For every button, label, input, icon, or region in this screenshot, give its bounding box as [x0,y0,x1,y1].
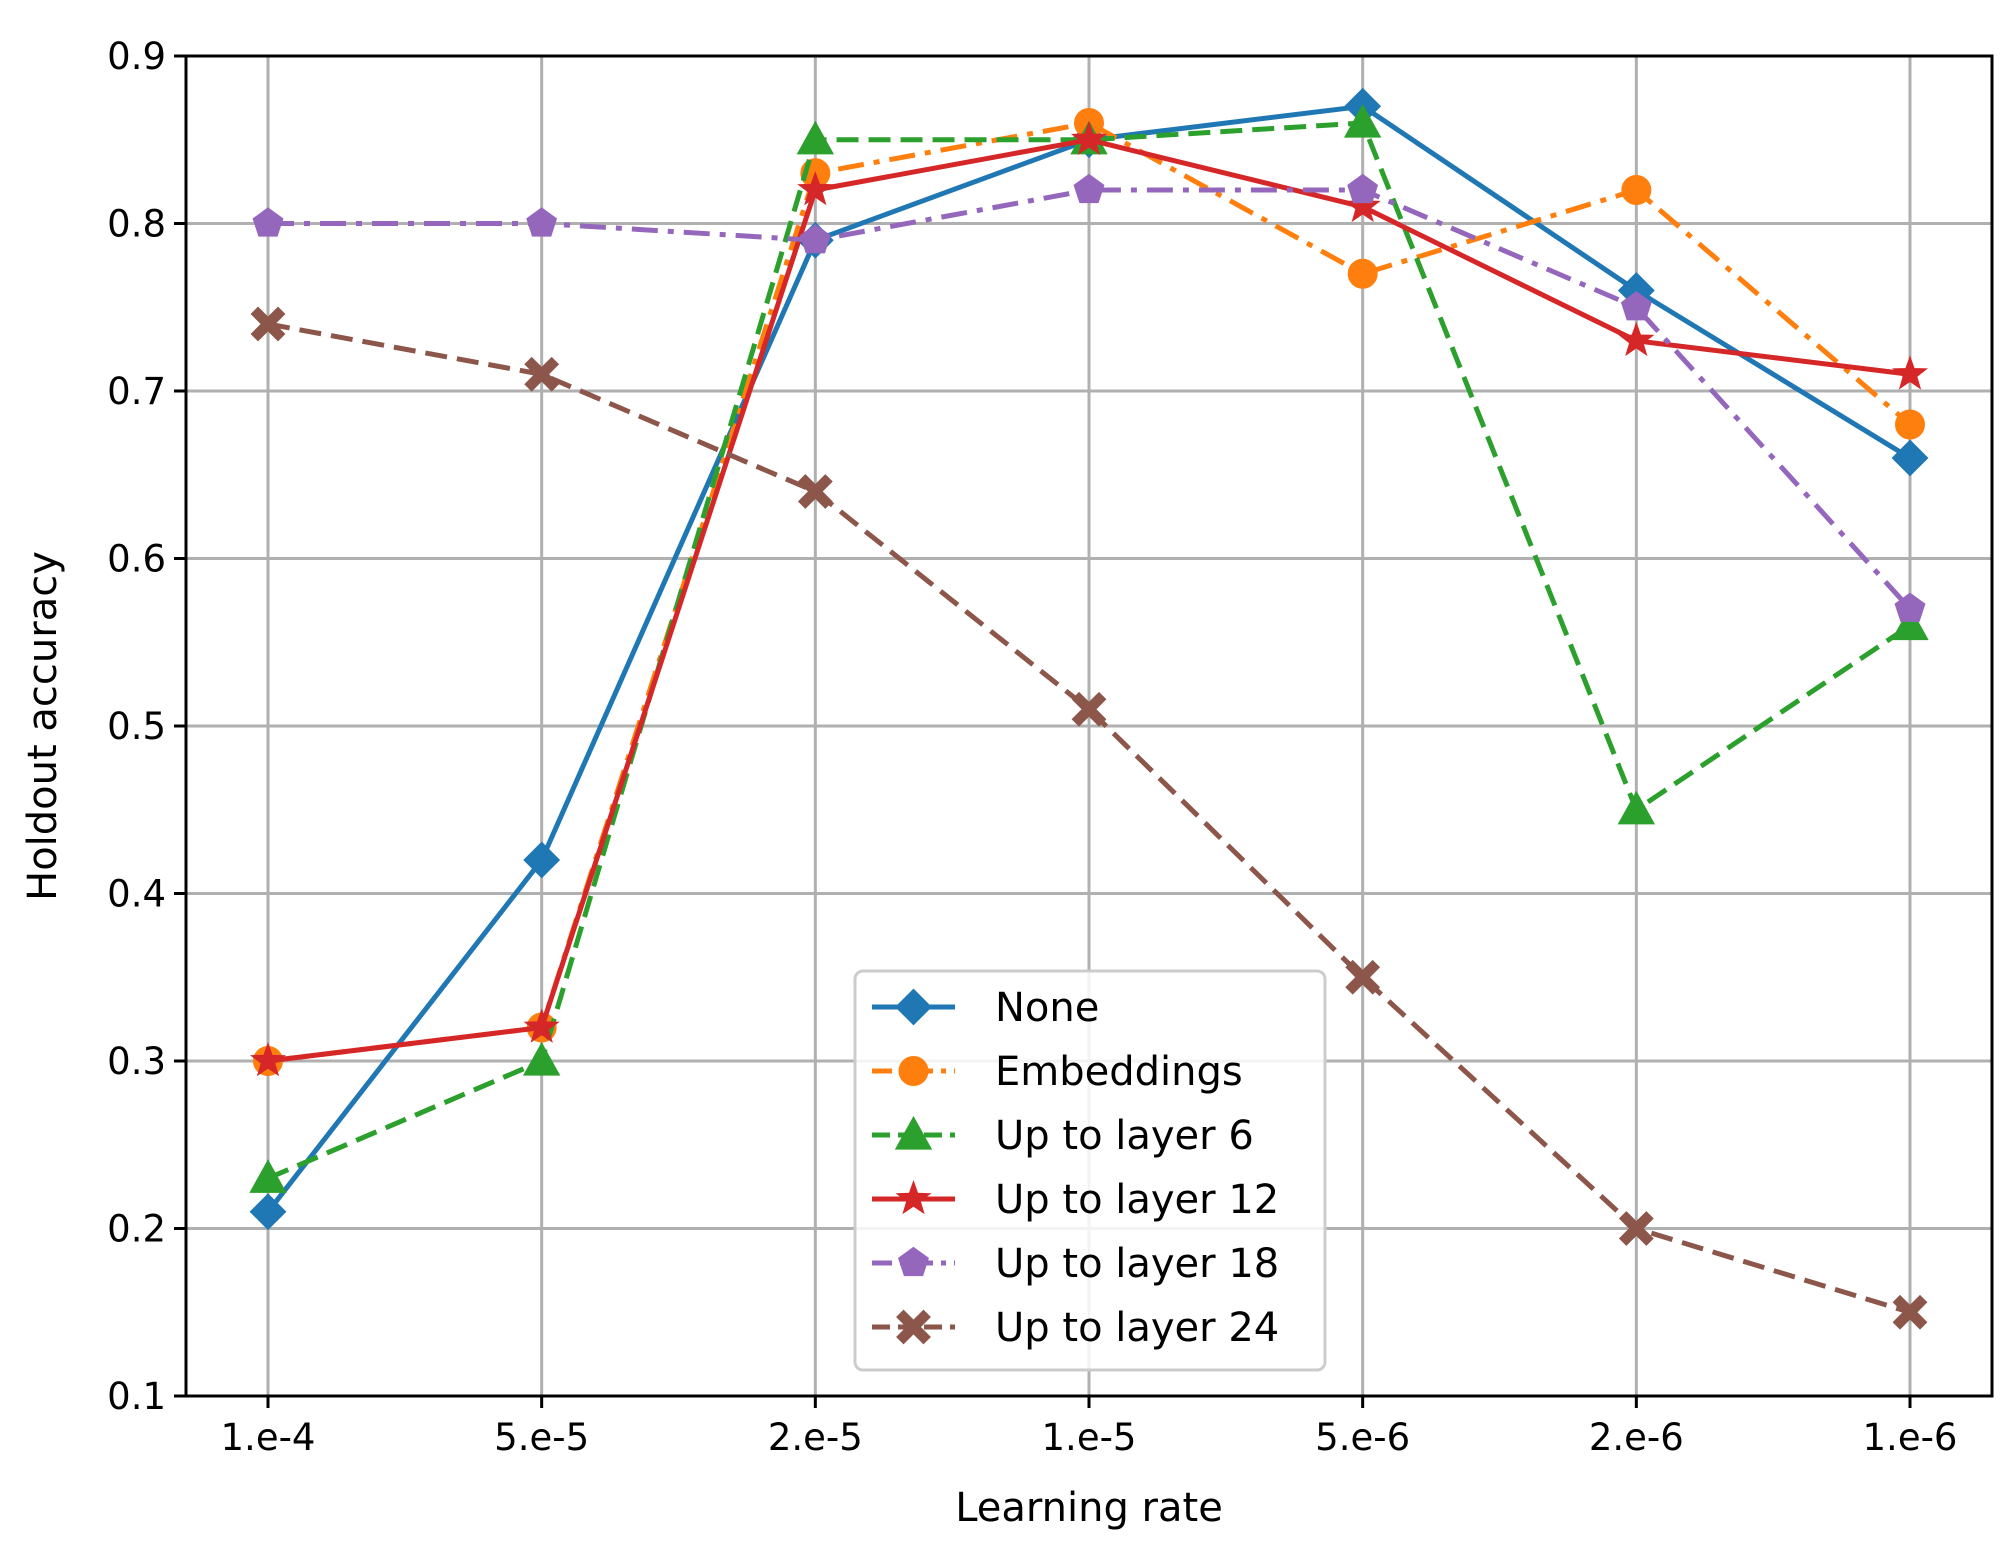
data-point [1347,173,1379,204]
data-point [1071,691,1107,727]
series-up-to-layer-18 [252,173,1926,622]
data-point [249,1042,287,1077]
data-point [1070,120,1108,156]
y-tick-label: 0.9 [107,35,166,78]
x-tick-label: 2.e-5 [768,1416,863,1459]
data-point [524,356,560,392]
y-tick-label: 0.5 [107,705,166,748]
data-point [1347,258,1378,289]
data-point [799,224,831,254]
data-point [522,1041,561,1076]
legend-label: Up to layer 6 [995,1113,1254,1159]
y-tick-label: 0.8 [107,203,166,246]
legend-marker [895,988,932,1026]
legend-item: Up to layer 24 [872,1305,1279,1351]
legend-label: Up to layer 18 [995,1241,1279,1287]
data-point [526,207,558,237]
legend-marker [894,1115,933,1150]
data-point [250,306,286,342]
legend-marker [898,1246,929,1277]
data-point [1618,321,1655,357]
y-tick-label: 0.4 [107,873,166,916]
data-point [1073,173,1105,204]
series-layer [249,87,1929,1330]
x-tick-label: 2.e-6 [1589,1416,1684,1459]
data-point [1895,409,1925,440]
series-up-to-layer-12 [249,120,1929,1077]
data-point [1892,1294,1928,1330]
data-point [252,207,284,237]
legend-marker [898,1056,929,1086]
data-point [523,1008,560,1043]
legend-label: Embeddings [995,1049,1243,1095]
data-point [1343,103,1382,138]
x-axis-label: Learning rate [955,1485,1223,1531]
legend-box [853,969,1327,1372]
data-point [1894,592,1926,622]
y-tick-label: 0.3 [107,1040,166,1083]
data-point [249,1159,287,1193]
axis-ticks: 1.e-4 5.e-5 2.e-5 1.e-5 5.e-6 2.e-6 1.e-6 0.1 0.… [107,35,1957,1459]
legend-item: Up to layer 12 [872,1177,1279,1223]
data-point [1618,1211,1654,1246]
x-tick-label: 1.e-6 [1863,1416,1958,1459]
data-point [1621,175,1652,205]
data-point [1620,291,1652,321]
x-tick-label: 1.e-5 [1042,1416,1137,1459]
legend-item: Up to layer 18 [872,1241,1279,1287]
data-point [1344,187,1381,223]
y-tick-label: 0.2 [107,1208,166,1251]
y-tick-label: 0.6 [107,538,166,581]
legend-label: Up to layer 24 [995,1305,1279,1351]
legend-marker [896,1309,931,1345]
x-tick-label: 1.e-4 [221,1416,316,1459]
legend: None Embeddings Up to layer 6 Up to layer 1… [853,969,1327,1372]
x-tick-label: 5.e-6 [1315,1416,1410,1459]
legend-item: None [872,985,1099,1031]
data-point [523,841,561,879]
data-point [797,474,833,509]
data-point [1617,790,1656,825]
y-tick-label: 0.7 [107,370,166,413]
y-tick-label: 0.1 [107,1375,166,1418]
data-point [1891,355,1929,390]
x-tick-label: 5.e-5 [494,1416,589,1459]
data-point [1345,959,1381,995]
data-point [249,1193,287,1231]
data-point [1891,439,1929,477]
data-point [797,171,834,206]
series-up-to-layer-24 [250,306,1928,1330]
legend-item: Embeddings [872,1049,1243,1095]
y-axis-label: Holdout accuracy [20,551,66,901]
data-point [796,120,835,155]
data-point [1891,606,1929,641]
legend-label: None [995,985,1099,1031]
legend-marker [895,1180,932,1215]
legend-item: Up to layer 6 [872,1113,1254,1159]
legend-label: Up to layer 12 [995,1177,1279,1223]
